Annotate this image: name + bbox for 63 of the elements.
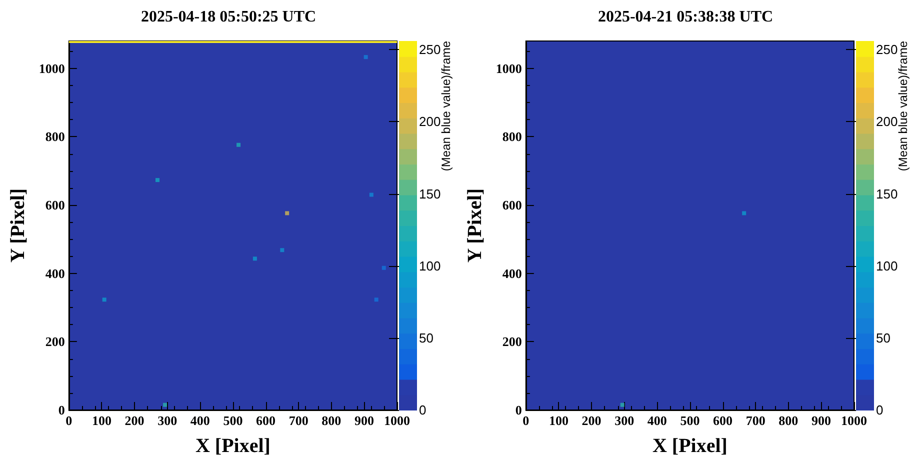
y-tick-label: 600 <box>502 198 522 212</box>
y-tick-label: 800 <box>45 129 65 144</box>
x-tick-label: 200 <box>582 413 602 428</box>
color-bar-label: 50 <box>876 330 890 346</box>
chart-title: 2025-04-18 05:50:25 UTC <box>140 8 316 26</box>
color-bar-label: 200 <box>419 114 441 130</box>
color-bar-label: 0 <box>876 402 884 418</box>
x-axis-title: X [Pixel] <box>195 435 270 457</box>
x-tick-label: 900 <box>811 413 831 428</box>
x-tick-label: 100 <box>548 413 568 428</box>
color-bar-label: 150 <box>419 186 441 202</box>
y-axis-title: Y [Pixel] <box>464 188 486 263</box>
y-tick-label: 0 <box>58 402 65 418</box>
y-tick-label: 200 <box>502 334 522 350</box>
x-tick-label: 300 <box>158 413 178 428</box>
x-tick-label: 300 <box>614 413 634 428</box>
x-tick-label: 400 <box>190 413 210 428</box>
point <box>252 256 257 261</box>
color-bar-label: 100 <box>876 258 898 274</box>
point <box>155 178 160 182</box>
x-tick-label: 1000 <box>384 413 410 428</box>
x-tick-label: 500 <box>223 413 243 428</box>
point <box>280 248 284 252</box>
x-tick-label: 100 <box>92 413 112 428</box>
point <box>285 211 290 216</box>
x-tick-label: 700 <box>746 413 766 428</box>
x-tick-label: 800 <box>322 413 342 428</box>
x-tick-label: 600 <box>256 413 276 428</box>
point <box>236 142 241 147</box>
y-tick-label: 200 <box>45 334 65 350</box>
point <box>374 298 378 302</box>
color-bar-label: 0 <box>419 402 426 418</box>
color-bar-title: (Mean blue value)/frame <box>439 40 453 172</box>
color-bar-title: (Mean blue value)/frame <box>896 40 910 172</box>
color-bar-label: 250 <box>876 42 898 58</box>
x-axis-title: X [Pixel] <box>652 435 728 457</box>
y-tick-label: 600 <box>45 198 65 212</box>
x-tick-label: 500 <box>680 413 700 428</box>
y-axis-title: Y [Pixel] <box>7 188 29 263</box>
y-tick-label: 1000 <box>496 60 522 76</box>
y-tick-label: 800 <box>502 129 522 144</box>
chart-title: 2025-04-21 05:38:38 UTC <box>598 8 774 26</box>
color-bar-label: 250 <box>419 42 441 58</box>
point <box>364 55 368 60</box>
color-bar-label: 200 <box>876 114 898 130</box>
point <box>102 298 106 302</box>
x-tick-label: 200 <box>124 413 144 428</box>
x-tick-label: 400 <box>647 413 667 428</box>
x-tick-label: 800 <box>778 413 798 428</box>
color-bar-label: 50 <box>419 330 434 346</box>
x-tick-label: 900 <box>354 413 374 428</box>
y-tick-label: 400 <box>45 266 65 281</box>
point <box>369 192 374 197</box>
point <box>382 266 386 270</box>
y-tick-label: 0 <box>515 402 522 418</box>
x-tick-label: 600 <box>713 413 733 428</box>
y-tick-label: 400 <box>502 266 522 281</box>
x-tick-label: 700 <box>288 413 308 428</box>
x-tick-label: 1000 <box>841 413 867 428</box>
point <box>163 402 168 407</box>
color-bar-label: 150 <box>876 186 898 202</box>
y-tick-label: 1000 <box>38 60 65 76</box>
color-bar-label: 100 <box>419 258 441 274</box>
